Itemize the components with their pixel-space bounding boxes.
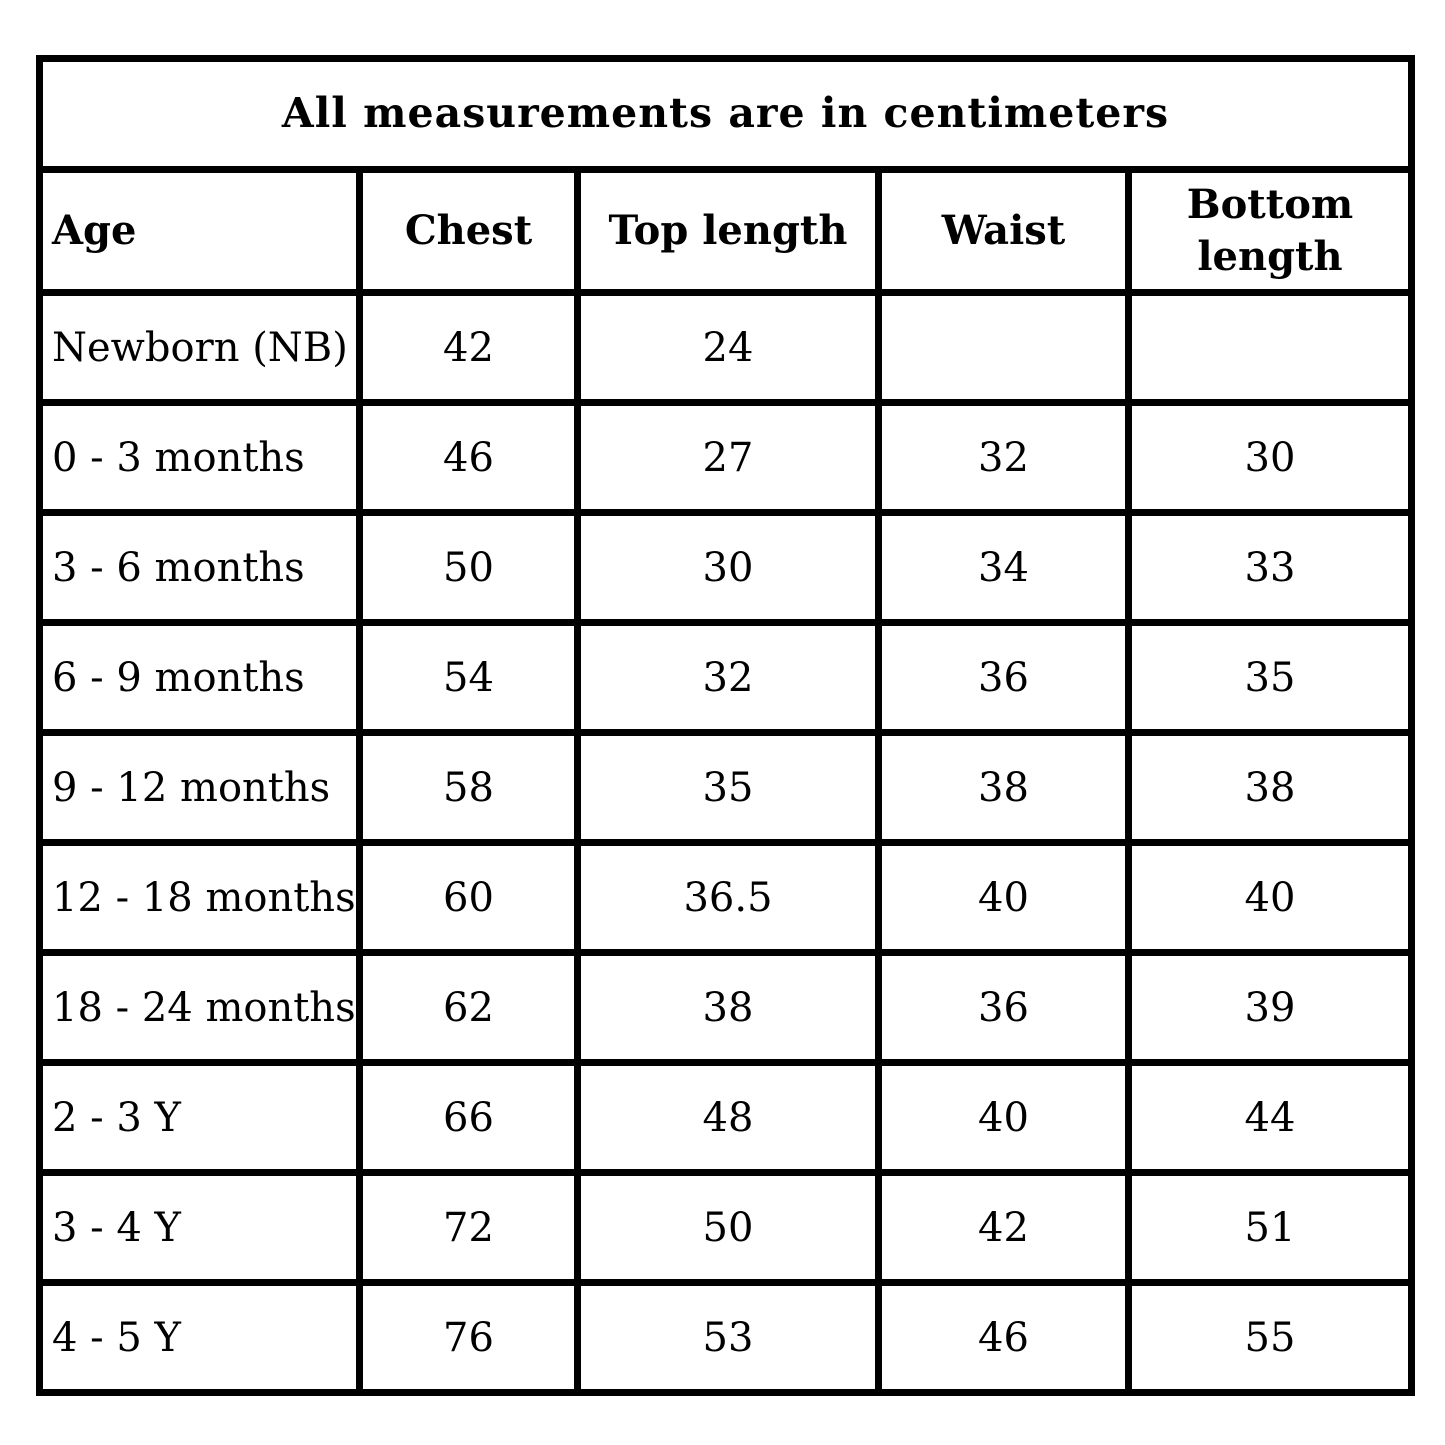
waist-cell: 38	[875, 729, 1132, 846]
bottom-length-cell: 30	[1124, 399, 1416, 516]
age-cell: 3 - 4 Y	[36, 1169, 363, 1286]
table-row-0-3-months: 0 - 3 months 46 27 32 30	[36, 399, 1416, 516]
column-header-bottom-length-label: Bottom length	[1186, 181, 1354, 280]
top-length-cell: 30	[574, 509, 882, 626]
table-row-4-5-y: 4 - 5 Y 76 53 46 55	[36, 1279, 1416, 1396]
chest-cell: 54	[356, 619, 581, 736]
age-cell: 3 - 6 months	[36, 509, 363, 626]
top-length-cell: 53	[574, 1279, 882, 1396]
bottom-length-cell: 40	[1124, 839, 1416, 956]
chest-cell: 42	[356, 289, 581, 406]
bottom-length-cell: 35	[1124, 619, 1416, 736]
chest-cell: 66	[356, 1059, 581, 1176]
table-row-3-4-y: 3 - 4 Y 72 50 42 51	[36, 1169, 1416, 1286]
waist-cell: 36	[875, 949, 1132, 1066]
bottom-length-cell: 51	[1124, 1169, 1416, 1286]
top-length-cell: 38	[574, 949, 882, 1066]
table-row-2-3-y: 2 - 3 Y 66 48 40 44	[36, 1059, 1416, 1176]
top-length-cell: 32	[574, 619, 882, 736]
chest-cell: 60	[356, 839, 581, 956]
bottom-length-cell: 33	[1124, 509, 1416, 626]
waist-cell: 36	[875, 619, 1132, 736]
table-row-9-12-months: 9 - 12 months 58 35 38 38	[36, 729, 1416, 846]
age-cell: Newborn (NB)	[36, 289, 363, 406]
size-chart-table: All measurements are in centimeters Age …	[35, 55, 1416, 1396]
table-title: All measurements are in centimeters	[35, 55, 1416, 173]
age-cell: 6 - 9 months	[36, 619, 363, 736]
chest-cell: 46	[356, 399, 581, 516]
chest-cell: 50	[356, 509, 581, 626]
top-length-cell: 27	[574, 399, 882, 516]
table-row-12-18-months: 12 - 18 months 60 36.5 40 40	[36, 839, 1416, 956]
top-length-cell: 48	[574, 1059, 882, 1176]
chest-cell: 58	[356, 729, 581, 846]
age-cell: 9 - 12 months	[36, 729, 363, 846]
waist-cell: 34	[875, 509, 1132, 626]
age-cell: 2 - 3 Y	[36, 1059, 363, 1176]
chest-cell: 72	[356, 1169, 581, 1286]
age-cell: 18 - 24 months	[36, 949, 363, 1066]
bottom-length-cell	[1124, 289, 1416, 406]
bottom-length-cell: 38	[1124, 729, 1416, 846]
top-length-cell: 24	[574, 289, 882, 406]
bottom-length-cell: 39	[1124, 949, 1416, 1066]
waist-cell: 32	[875, 399, 1132, 516]
waist-cell: 42	[875, 1169, 1132, 1286]
table-row-newborn: Newborn (NB) 42 24	[36, 289, 1416, 406]
table-row-6-9-months: 6 - 9 months 54 32 36 35	[36, 619, 1416, 736]
age-cell: 0 - 3 months	[36, 399, 363, 516]
table-title-row: All measurements are in centimeters	[35, 55, 1416, 173]
age-cell: 12 - 18 months	[36, 839, 363, 956]
column-header-top-length: Top length	[574, 166, 882, 296]
bottom-length-cell: 44	[1124, 1059, 1416, 1176]
age-cell: 4 - 5 Y	[36, 1279, 363, 1396]
waist-cell: 46	[875, 1279, 1132, 1396]
waist-cell: 40	[875, 839, 1132, 956]
table-header-row: Age Chest Top length Waist Bottom length	[36, 166, 1416, 296]
column-header-age: Age	[36, 166, 363, 296]
top-length-cell: 35	[574, 729, 882, 846]
bottom-length-cell: 55	[1124, 1279, 1416, 1396]
column-header-waist: Waist	[875, 166, 1132, 296]
waist-cell	[875, 289, 1132, 406]
top-length-cell: 36.5	[574, 839, 882, 956]
column-header-chest: Chest	[356, 166, 581, 296]
column-header-bottom-length: Bottom length	[1124, 166, 1416, 296]
top-length-cell: 50	[574, 1169, 882, 1286]
chest-cell: 76	[356, 1279, 581, 1396]
chest-cell: 62	[356, 949, 581, 1066]
table-row-3-6-months: 3 - 6 months 50 30 34 33	[36, 509, 1416, 626]
waist-cell: 40	[875, 1059, 1132, 1176]
table-row-18-24-months: 18 - 24 months 62 38 36 39	[36, 949, 1416, 1066]
